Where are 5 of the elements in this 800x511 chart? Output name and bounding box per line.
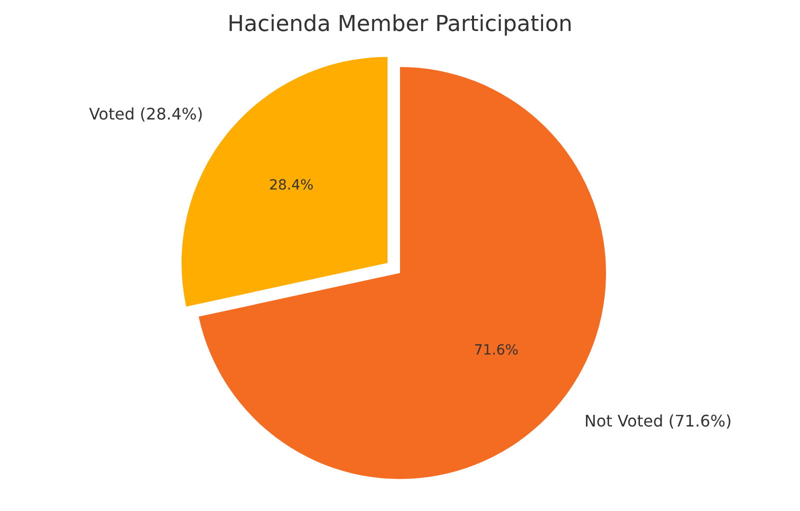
data-label: 71.6% <box>474 342 518 359</box>
slice-label: Voted (28.4%) <box>88 104 204 124</box>
slice-label: Not Voted (71.6%) <box>584 412 732 431</box>
chart-title: Hacienda Member Participation <box>228 12 572 37</box>
data-label: 28.4% <box>269 177 314 194</box>
